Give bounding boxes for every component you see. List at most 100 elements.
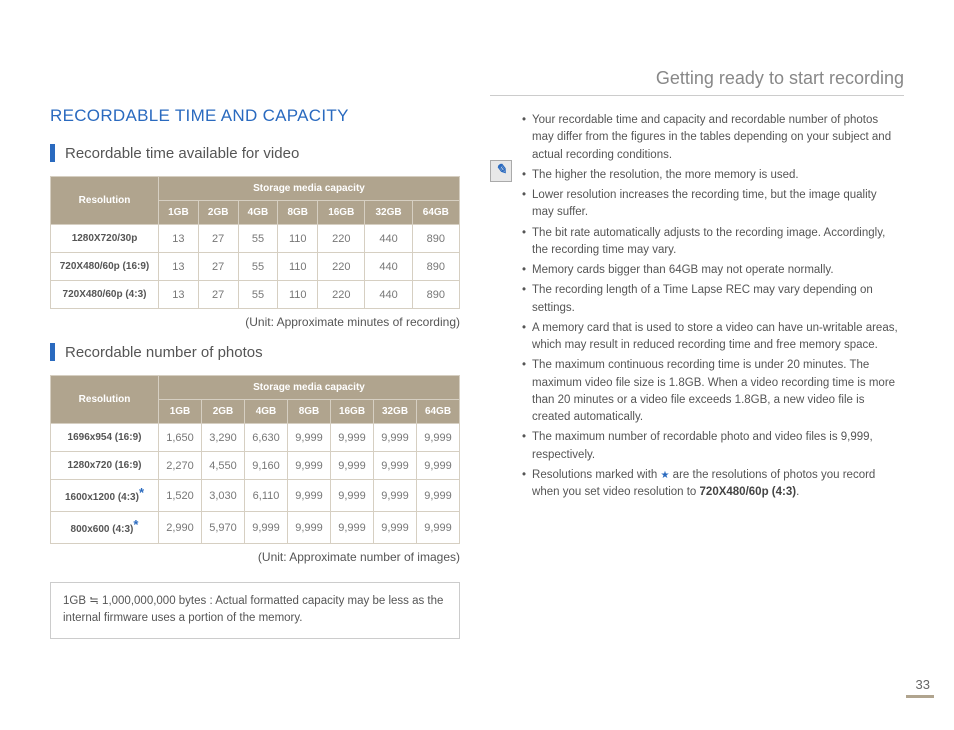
table-cell: 9,999 [245,512,288,544]
table-cell: 6,110 [245,480,288,512]
table-cell: 2,990 [159,512,202,544]
table-cell: 440 [365,225,412,253]
th-capacity: 64GB [417,400,460,424]
subheading-photos-text: Recordable number of photos [65,344,263,361]
th-capacity: 16GB [331,400,374,424]
table-cell: 9,999 [288,512,331,544]
th-resolution: Resolution [51,376,159,424]
table-cell: 9,999 [288,424,331,452]
th-capacity: 64GB [412,201,459,225]
table-row: 800x600 (4:3)*2,9905,9709,9999,9999,9999… [51,512,460,544]
th-capacity: 4GB [245,400,288,424]
video-unit-note: (Unit: Approximate minutes of recording) [50,315,460,329]
video-table: Resolution Storage media capacity 1GB2GB… [50,176,460,309]
table-cell: 27 [198,253,238,281]
resolution-label: 720X480/60p (16:9) [51,253,159,281]
th-resolution: Resolution [51,177,159,225]
table-row: 1600x1200 (4:3)*1,5203,0306,1109,9999,99… [51,480,460,512]
table-cell: 9,999 [331,512,374,544]
bullet-item: Your recordable time and capacity and re… [520,112,900,164]
table-cell: 9,999 [331,480,374,512]
table-cell: 9,999 [417,452,460,480]
table-cell: 27 [198,281,238,309]
table-cell: 9,999 [288,452,331,480]
table-cell: 440 [365,253,412,281]
table-cell: 13 [159,281,199,309]
table-cell: 27 [198,225,238,253]
resolution-label: 800x600 (4:3)* [51,512,159,544]
bullet-item: Lower resolution increases the recording… [520,187,900,222]
table-cell: 890 [412,253,459,281]
th-capacity: 2GB [202,400,245,424]
table-cell: 9,999 [288,480,331,512]
info-bullet-list: Your recordable time and capacity and re… [520,108,900,504]
bullet-item: Memory cards bigger than 64GB may not op… [520,262,900,279]
th-storage: Storage media capacity [159,177,460,201]
table-cell: 890 [412,281,459,309]
th-capacity: 1GB [159,400,202,424]
star-icon: * [133,517,138,532]
page-number-bar-icon [906,695,934,698]
page-number: 33 [916,677,930,692]
table-cell: 9,999 [417,424,460,452]
table-cell: 1,650 [159,424,202,452]
table-cell: 4,550 [202,452,245,480]
table-cell: 9,999 [374,452,417,480]
table-cell: 13 [159,225,199,253]
table-cell: 1,520 [159,480,202,512]
table-cell: 2,270 [159,452,202,480]
section-title: RECORDABLE TIME AND CAPACITY [50,106,460,126]
table-cell: 55 [238,225,278,253]
resolution-label: 720X480/60p (4:3) [51,281,159,309]
table-row: 1696x954 (16:9)1,6503,2906,6309,9999,999… [51,424,460,452]
star-icon: * [139,485,144,500]
th-capacity: 32GB [374,400,417,424]
bullet-item: A memory card that is used to store a vi… [520,320,900,355]
table-cell: 110 [278,281,318,309]
table-cell: 5,970 [202,512,245,544]
photo-table: Resolution Storage media capacity 1GB2GB… [50,375,460,544]
bullet-item: The recording length of a Time Lapse REC… [520,282,900,317]
bullet-item: The bit rate automatically adjusts to th… [520,225,900,260]
bullet-item: Resolutions marked with ★ are the resolu… [520,467,900,502]
table-cell: 9,999 [417,480,460,512]
table-cell: 9,999 [374,512,417,544]
accent-bar-icon [50,343,55,361]
bullet-item: The maximum number of recordable photo a… [520,429,900,464]
table-cell: 110 [278,253,318,281]
th-capacity: 8GB [288,400,331,424]
table-cell: 3,030 [202,480,245,512]
th-capacity: 1GB [159,201,199,225]
table-cell: 55 [238,281,278,309]
table-cell: 890 [412,225,459,253]
table-cell: 13 [159,253,199,281]
bullet-item: The maximum continuous recording time is… [520,357,900,426]
table-cell: 9,999 [331,452,374,480]
subheading-video: Recordable time available for video [50,144,460,162]
table-cell: 220 [318,225,365,253]
th-capacity: 4GB [238,201,278,225]
accent-bar-icon [50,144,55,162]
th-capacity: 2GB [198,201,238,225]
resolution-label: 1280X720/30p [51,225,159,253]
memory-note-box: 1GB ≒ 1,000,000,000 bytes : Actual forma… [50,582,460,639]
table-cell: 9,999 [374,424,417,452]
table-row: 720X480/60p (4:3)132755110220440890 [51,281,460,309]
th-storage: Storage media capacity [159,376,460,400]
bullet-item: The higher the resolution, the more memo… [520,167,900,184]
th-capacity: 8GB [278,201,318,225]
table-cell: 9,999 [417,512,460,544]
table-row: 1280X720/30p132755110220440890 [51,225,460,253]
photo-unit-note: (Unit: Approximate number of images) [50,550,460,564]
table-cell: 55 [238,253,278,281]
table-row: 720X480/60p (16:9)132755110220440890 [51,253,460,281]
table-cell: 110 [278,225,318,253]
table-cell: 9,160 [245,452,288,480]
table-cell: 6,630 [245,424,288,452]
table-cell: 220 [318,281,365,309]
resolution-label: 1280x720 (16:9) [51,452,159,480]
resolution-label: 1696x954 (16:9) [51,424,159,452]
table-cell: 440 [365,281,412,309]
table-cell: 9,999 [331,424,374,452]
table-cell: 9,999 [374,480,417,512]
